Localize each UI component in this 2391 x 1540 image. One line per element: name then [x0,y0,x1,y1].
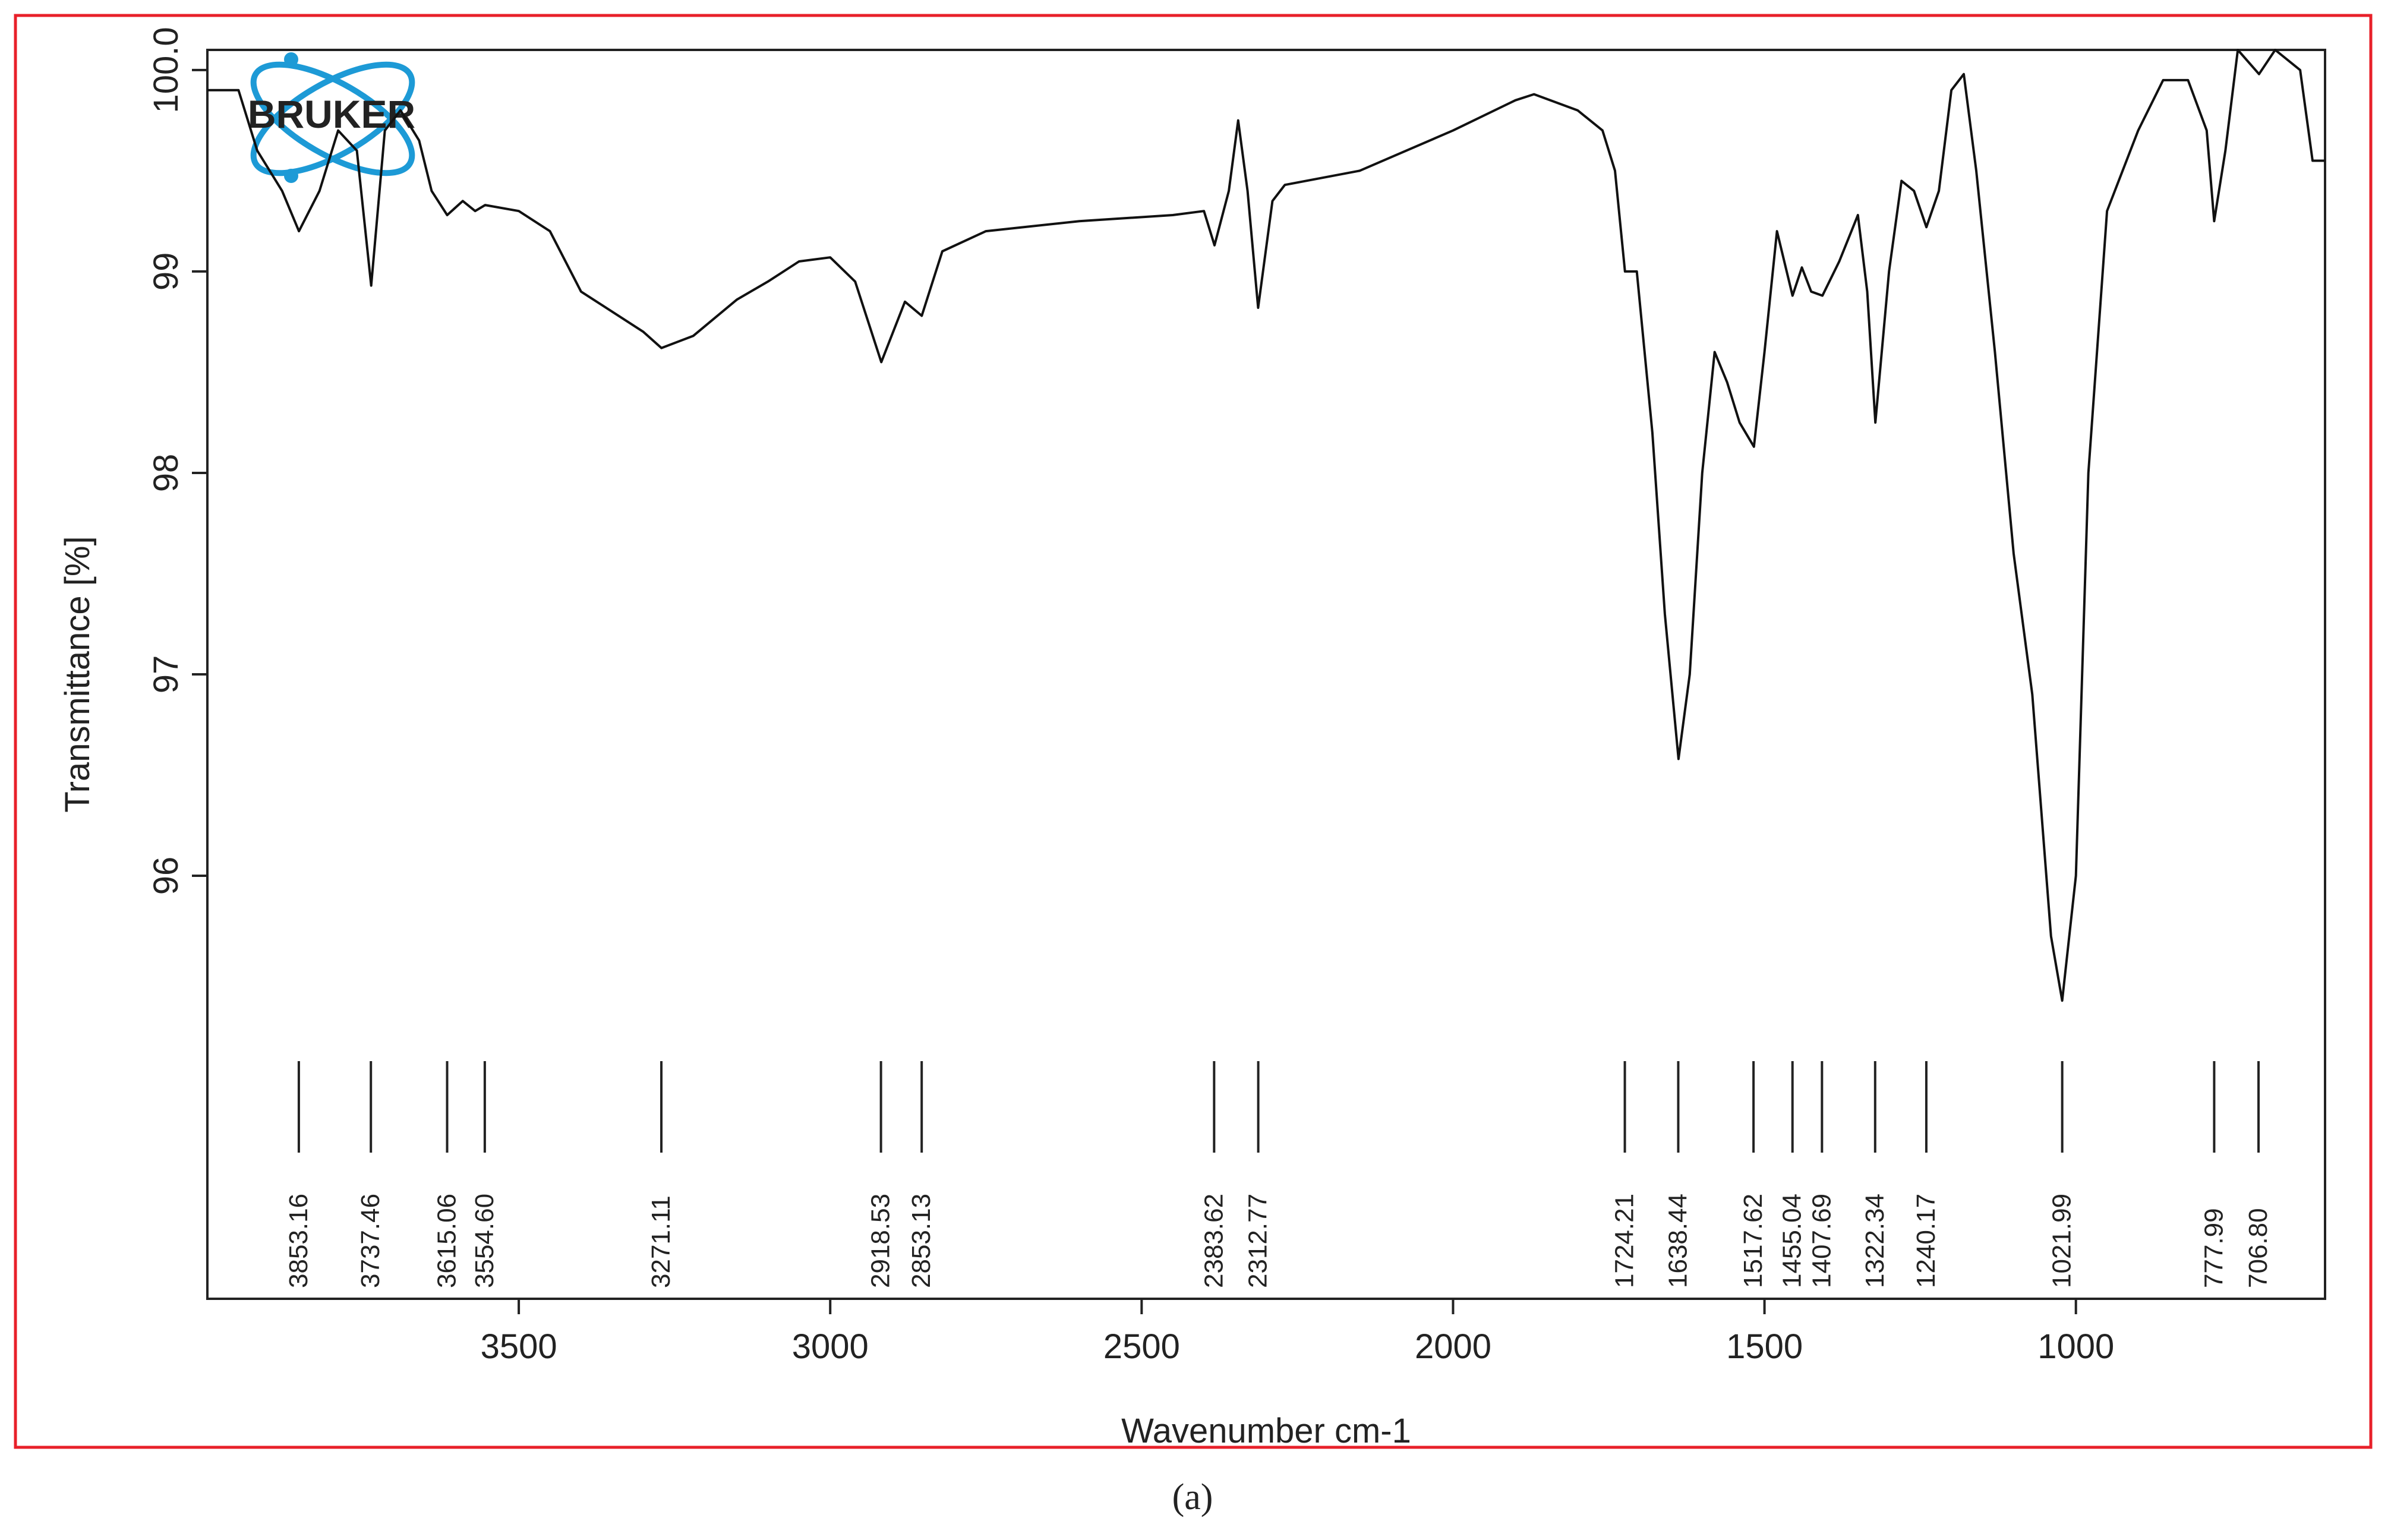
spectrum-line [207,49,2325,1002]
y-tick-label: 97 [147,655,185,694]
peak-label: 3615.06 [433,1194,462,1288]
peak-label: 1407.69 [1807,1194,1836,1288]
x-tick-label: 2000 [1415,1327,1491,1366]
peak-label: 2312.77 [1244,1194,1273,1288]
frame [14,14,2373,1449]
y-tick-label: 98 [147,454,185,493]
x-axis-label: Wavenumber cm-1 [1121,1412,1411,1450]
peak-label: 2853.13 [907,1194,936,1288]
peak-label: 777.99 [2199,1208,2228,1288]
peak-label: 3554.60 [470,1194,499,1288]
peak-label: 2918.53 [866,1194,895,1288]
peak-label: 1638.44 [1663,1194,1692,1288]
peak-label: 706.80 [2244,1208,2273,1288]
peak-label: 1517.62 [1739,1194,1768,1288]
peak-label: 2383.62 [1199,1194,1228,1288]
logo-text: BRUKER [248,92,415,136]
logo-dot [284,52,298,67]
peak-label: 1455.04 [1778,1194,1807,1288]
logo-orbit [250,61,415,176]
y-axis-label: Transmittance [%] [58,536,97,812]
x-tick-label: 1500 [1726,1327,1803,1366]
peak-label: 3737.46 [356,1194,385,1288]
x-tick-label: 3500 [481,1327,557,1366]
plot-box [206,49,2326,1300]
y-tick-label: 99 [147,253,185,291]
x-tick-label: 3000 [792,1327,869,1366]
y-tick-label: 96 [147,857,185,895]
logo: BRUKER [248,52,415,183]
logo-orbit [250,61,415,176]
peak-label: 1021.99 [2048,1194,2077,1288]
x-tick-label: 2500 [1103,1327,1180,1366]
x-tick-label: 1000 [2037,1327,2114,1366]
logo-dot [284,169,298,183]
peak-label: 1240.17 [1911,1194,1941,1288]
caption: (a) [1172,1477,1213,1517]
peak-label: 3853.16 [284,1194,313,1288]
peak-label: 3271.11 [646,1195,676,1288]
peak-label: 1724.21 [1610,1194,1639,1288]
y-tick-label: 100.0 [147,27,185,113]
peak-label: 1322.34 [1860,1194,1890,1288]
